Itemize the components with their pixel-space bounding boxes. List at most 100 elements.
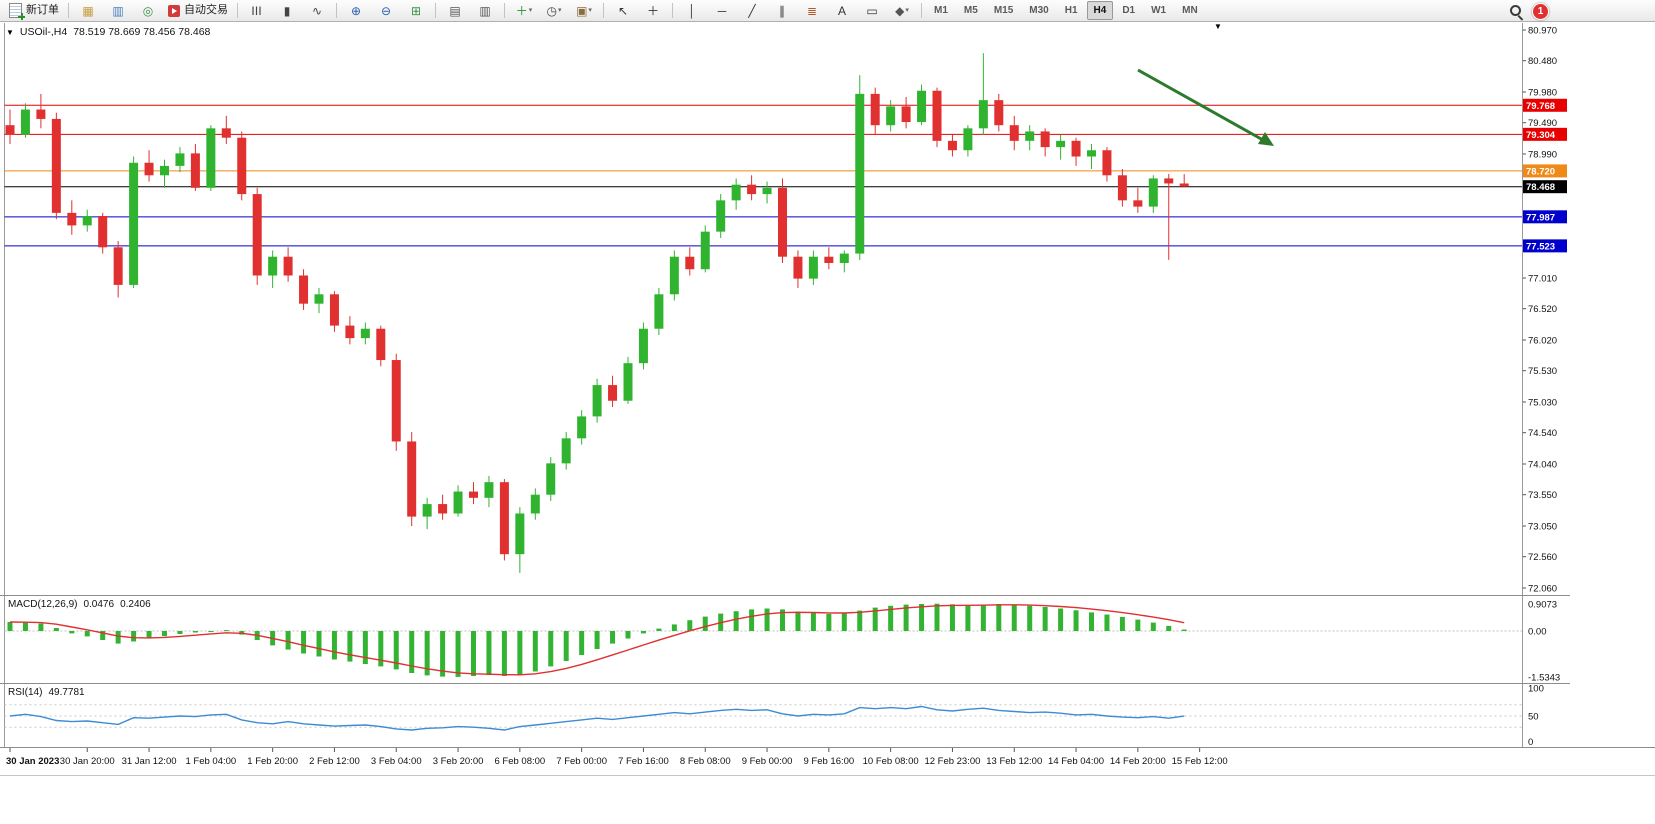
navigator-button[interactable]: ◎: [134, 2, 162, 20]
line-chart-icon: ∿: [311, 3, 323, 18]
search-icon[interactable]: [1510, 4, 1524, 19]
timeframe-m1-button[interactable]: M1: [934, 5, 948, 16]
timeframe-mn-button[interactable]: MN: [1182, 5, 1198, 16]
equidistant-channel-icon: ∥: [779, 3, 785, 18]
svg-text:15 Feb 12:00: 15 Feb 12:00: [1172, 756, 1228, 767]
svg-text:79.768: 79.768: [1526, 101, 1555, 112]
macd-signal-value: 0.2406: [120, 599, 151, 610]
price-tags: 79.768 79.304 78.720 78.468 77.987 77.523: [1523, 98, 1567, 253]
shapes-icon: ◆: [895, 3, 905, 18]
svg-text:7 Feb 00:00: 7 Feb 00:00: [556, 756, 607, 767]
crosshair-button[interactable]: ＋: [639, 2, 667, 20]
timeframe-d1-button[interactable]: D1: [1122, 5, 1136, 16]
toolbar-separator: [672, 3, 673, 18]
cursor-button[interactable]: ↖: [609, 2, 637, 20]
timeframe-m15-button[interactable]: M15: [993, 5, 1014, 16]
line-chart-button[interactable]: ∿: [303, 2, 331, 20]
dropdown-caret-icon: ▾: [588, 7, 592, 14]
price-axis[interactable]: 80.970 80.480 79.980 79.490 78.990 77.010 76.5…: [1522, 26, 1558, 595]
vertical-line-icon: │: [688, 3, 696, 18]
macd-name: MACD(12,26,9): [8, 599, 78, 610]
timeframe-h1-button[interactable]: H1: [1064, 5, 1078, 16]
svg-text:100: 100: [1528, 684, 1544, 695]
candlesticks: [5, 53, 1189, 573]
rsi-name: RSI(14): [8, 687, 43, 698]
zoom-in-button[interactable]: ⊕: [342, 2, 370, 20]
arrange-horizontal-button[interactable]: ▤: [441, 2, 469, 20]
data-window-button[interactable]: ▥: [104, 2, 132, 20]
equidistant-channel-button[interactable]: ∥: [768, 2, 796, 20]
symbol-period-text: USOil-,H4: [19, 26, 68, 38]
timeframe-m30-button[interactable]: M30: [1029, 5, 1049, 16]
text-button[interactable]: A: [828, 2, 856, 20]
svg-text:10 Feb 08:00: 10 Feb 08:00: [863, 756, 919, 767]
svg-text:73.050: 73.050: [1528, 522, 1557, 533]
svg-text:9 Feb 00:00: 9 Feb 00:00: [742, 756, 793, 767]
svg-text:74.040: 74.040: [1528, 460, 1557, 471]
trend-arrow[interactable]: [1137, 68, 1274, 146]
svg-text:1 Feb 20:00: 1 Feb 20:00: [247, 756, 298, 767]
macd-indicator-label: MACD(12,26,9) 0.0476 0.2406: [8, 599, 151, 610]
new-chart-button[interactable]: ＋ ▾: [510, 2, 538, 20]
timeframe-w1-button[interactable]: W1: [1151, 5, 1167, 16]
chart-shift-marker-icon[interactable]: ▼: [1214, 22, 1222, 31]
timeframe-m5-button[interactable]: M5: [963, 5, 978, 16]
zoom-out-button[interactable]: ⊖: [372, 2, 400, 20]
quote-ohlc-text: 78.519 78.669 78.456 78.468: [73, 26, 211, 38]
svg-text:78.720: 78.720: [1526, 166, 1555, 177]
svg-text:78.990: 78.990: [1528, 150, 1557, 161]
shapes-button[interactable]: ◆ ▾: [888, 2, 916, 20]
trendline-button[interactable]: ╱: [738, 2, 766, 20]
horizontal-line-icon: ─: [717, 3, 727, 18]
arrange-vertical-icon: ▥: [479, 3, 491, 18]
svg-text:9 Feb 16:00: 9 Feb 16:00: [803, 756, 854, 767]
timeframe-group: M1 M5 M15 M30 H1 H4 D1 W1 MN: [926, 1, 1206, 20]
new-order-label: 新订单: [26, 4, 59, 16]
fibonacci-button[interactable]: ≣: [798, 2, 826, 20]
label-button[interactable]: ▭: [858, 2, 886, 20]
svg-text:6 Feb 08:00: 6 Feb 08:00: [494, 756, 545, 767]
tile-windows-button[interactable]: ⊞: [402, 2, 430, 20]
time-axis[interactable]: 30 Jan 2023 30 Jan 20:00 31 Jan 12:00 1 Feb…: [6, 748, 1228, 767]
rsi-indicator-label: RSI(14) 49.7781: [8, 687, 85, 698]
svg-text:79.980: 79.980: [1528, 88, 1557, 99]
crosshair-icon: ＋: [646, 3, 659, 18]
svg-text:76.520: 76.520: [1528, 304, 1557, 315]
text-icon: A: [837, 3, 846, 18]
new-order-button[interactable]: 新订单: [5, 2, 63, 20]
dropdown-caret-icon: ▾: [905, 7, 909, 14]
svg-text:-1.5343: -1.5343: [1528, 673, 1560, 684]
autotrading-button[interactable]: 自动交易: [164, 2, 232, 20]
market-watch-button[interactable]: ▦: [74, 2, 102, 20]
chart-tools-group: ||| ▮ ∿ ⊕ ⊖ ⊞ ▤ ▥ ＋ ▾ ◷ ▾ ▣ ▾: [242, 2, 599, 20]
candlestick-chart-button[interactable]: ▮: [273, 2, 301, 20]
zoom-in-icon: ⊕: [350, 3, 362, 18]
timeframe-h4-button[interactable]: H4: [1086, 1, 1114, 20]
rsi-panel: 100 50 0: [4, 684, 1544, 748]
svg-text:77.523: 77.523: [1526, 241, 1555, 252]
symbol-ohlc-label: ▼ USOil-,H4 78.519 78.669 78.456 78.468: [6, 26, 210, 38]
horizontal-levels[interactable]: [4, 104, 1523, 247]
trendline-icon: ╱: [748, 3, 756, 18]
dropdown-caret-icon: ▾: [528, 7, 533, 14]
horizontal-line-button[interactable]: ─: [708, 2, 736, 20]
bar-chart-button[interactable]: |||: [243, 2, 271, 20]
one-click-dropdown-icon[interactable]: ▼: [6, 27, 14, 37]
period-button[interactable]: ◷ ▾: [540, 2, 568, 20]
svg-text:50: 50: [1528, 712, 1539, 723]
svg-text:0.00: 0.00: [1528, 627, 1547, 638]
toolbar-separator: [336, 3, 337, 18]
notification-badge[interactable]: 1: [1532, 3, 1549, 20]
new-chart-icon: ＋: [515, 3, 528, 18]
arrange-vertical-button[interactable]: ▥: [471, 2, 499, 20]
svg-text:31 Jan 12:00: 31 Jan 12:00: [122, 756, 177, 767]
bar-chart-icon: |||: [251, 5, 263, 15]
svg-text:74.540: 74.540: [1528, 428, 1557, 439]
toolbar-separator: [504, 3, 505, 18]
svg-text:30 Jan 2023: 30 Jan 2023: [6, 756, 59, 767]
template-button[interactable]: ▣ ▾: [570, 2, 598, 20]
vertical-line-button[interactable]: │: [678, 2, 706, 20]
rsi-value: 49.7781: [48, 687, 85, 698]
